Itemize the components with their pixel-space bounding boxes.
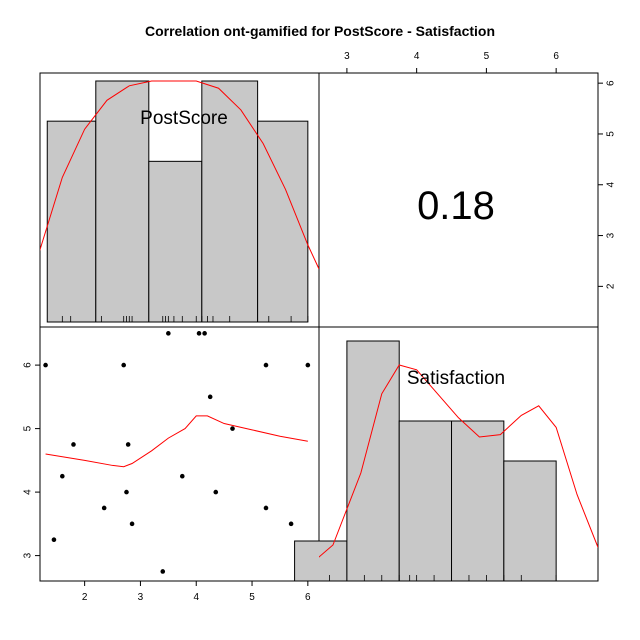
satisfaction-hist-bar	[451, 420, 505, 582]
x-axis-tick-label-top: 4	[414, 51, 420, 62]
satisfaction-hist-bar	[346, 340, 400, 582]
x-axis-tick-label-bottom: 6	[305, 592, 311, 603]
scatter-point	[202, 331, 207, 336]
postscore-hist-bar	[95, 80, 150, 323]
scatter-smooth-line	[45, 415, 308, 468]
scatter-point	[121, 362, 126, 368]
satisfaction-hist-bar	[398, 420, 453, 582]
y-axis-tick-label-right: 3	[606, 232, 617, 238]
scatter-point	[124, 489, 129, 495]
scatter-point	[305, 362, 311, 368]
scatter-point	[71, 442, 76, 447]
scatter-point	[101, 505, 107, 511]
y-axis-tick-label-right: 2	[606, 283, 617, 289]
satisfaction-hist-bar	[503, 460, 557, 582]
var-label-postscore: PostScore	[140, 108, 228, 129]
y-axis-tick-label-left: 3	[23, 552, 34, 558]
y-axis-tick-label-right: 4	[606, 182, 617, 188]
axes: 2 3 4 5 6 3 4 5 6 3 4 5 6 2 3 4 5 6	[23, 51, 617, 603]
scatter-point	[288, 521, 294, 527]
x-axis-tick-label-top: 5	[484, 51, 490, 62]
postscore-hist-bar	[148, 160, 203, 323]
scatter-point	[129, 521, 135, 527]
x-axis-tick-label-top: 3	[344, 51, 350, 62]
x-axis-tick-label-bottom: 3	[138, 592, 144, 603]
scatter-point	[179, 473, 185, 479]
scatter-point	[263, 362, 269, 368]
scatter-point	[230, 426, 235, 431]
satisfaction-histogram	[294, 340, 598, 582]
scatter-point	[51, 537, 57, 543]
y-axis-tick-label-right: 6	[606, 80, 617, 86]
x-axis-tick-label-bottom: 2	[82, 592, 88, 603]
postscore-histogram	[40, 80, 319, 323]
scatter-point	[60, 473, 65, 479]
x-axis-tick-label-bottom: 4	[193, 592, 199, 603]
var-label-satisfaction: Satisfaction	[407, 368, 505, 389]
satisfaction-density-line	[319, 364, 598, 558]
scatter-point	[160, 569, 166, 574]
y-axis-tick-label-left: 6	[23, 362, 34, 368]
postscore-density-line	[40, 80, 319, 270]
y-axis-tick-label-left: 4	[23, 489, 34, 495]
scatter-point	[196, 331, 202, 336]
scatter-point	[43, 362, 48, 368]
scatter-point	[207, 394, 213, 400]
correlation-value: 0.18	[417, 184, 495, 228]
scatter-point	[213, 489, 219, 495]
scatter-point	[263, 505, 269, 511]
y-axis-tick-label-left: 5	[23, 425, 34, 431]
x-axis-tick-label-bottom: 5	[249, 592, 255, 603]
scatter-point	[166, 331, 171, 336]
scatter-plot	[43, 331, 311, 574]
scatter-point	[125, 442, 131, 447]
chart-title: Correlation ont-gamified for PostScore -…	[145, 23, 495, 39]
satisfaction-hist-bar	[294, 540, 348, 582]
postscore-hist-bar	[46, 120, 97, 323]
panel-bottom-left	[39, 326, 320, 582]
postscore-hist-bar	[257, 120, 309, 323]
y-axis-tick-label-right: 5	[606, 131, 617, 137]
x-axis-tick-label-top: 6	[553, 51, 559, 62]
